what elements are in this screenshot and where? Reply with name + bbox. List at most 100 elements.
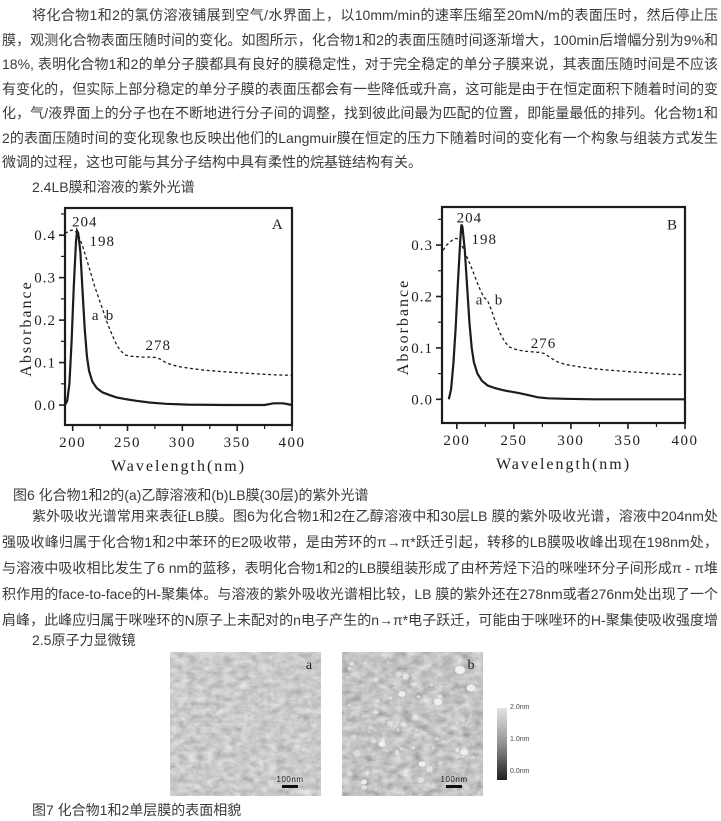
series-a-curve [447, 224, 685, 401]
afm-texture-b [342, 652, 483, 796]
y-axis-title: Absorbance [395, 279, 412, 375]
afm-bright-domain-large [398, 691, 406, 697]
afm-bright-domain [424, 721, 428, 724]
afm-streaks-a [170, 652, 321, 796]
afm-bright-domain [403, 772, 408, 777]
afm-panel-letter-a: a [306, 658, 313, 673]
afm-bright-domain [368, 731, 371, 734]
annotation-A: A [272, 217, 284, 233]
y-tick-label: 0.2 [34, 313, 56, 329]
afm-bright-domain [417, 776, 425, 783]
afm-bright-domain [425, 697, 433, 705]
paragraph-uv-analysis: 紫外吸收光谱常用来表征LB膜。图6为化合物1和2在乙醇溶液中和30层LB 膜的紫… [2, 508, 718, 628]
afm-bright-domain [423, 698, 427, 703]
afm-bright-domain-large [434, 698, 442, 706]
afm-scalebar-a [282, 785, 298, 788]
afm-image-b: b 100nm [342, 652, 483, 796]
afm-bright-domain [448, 777, 452, 780]
afm-bright-domain [386, 720, 393, 727]
afm-bright-domain [350, 734, 357, 739]
afm-bright-domain [442, 741, 445, 744]
y-tick-label: 0.1 [411, 341, 433, 357]
x-tick-label: 200 [443, 433, 470, 449]
section-heading-2-4: 2.4LB膜和溶液的紫外光谱 [32, 179, 195, 195]
annotation-204: 204 [457, 210, 483, 226]
afm-bright-domain [394, 686, 397, 689]
afm-bright-domain [430, 683, 434, 687]
afm-bright-domain [437, 694, 443, 699]
afm-bright-domain [346, 675, 349, 679]
colorbar-label-0nm: 0.0nm [510, 768, 530, 775]
afm-bright-domain [375, 698, 381, 703]
afm-bright-domain [469, 713, 472, 717]
afm-bright-domain [395, 671, 402, 678]
annotation-b: b [106, 308, 115, 324]
y-tick-label: 0.2 [411, 289, 433, 305]
annotation-B: B [667, 218, 678, 234]
annotation-278: 278 [145, 338, 171, 354]
y-tick-label: 0.0 [411, 392, 433, 408]
afm-bright-domain-large [455, 666, 465, 674]
afm-bright-domain-large [378, 741, 386, 747]
afm-bright-domain [454, 754, 461, 759]
colorbar-label-1nm: 1.0nm [510, 736, 530, 743]
afm-scalebar-label-b: 100nm [441, 775, 468, 784]
x-tick-label: 350 [224, 435, 251, 451]
afm-bright-domain [354, 749, 361, 757]
series-a-curve [64, 227, 293, 407]
afm-bright-domain [400, 722, 407, 727]
x-tick-label: 300 [557, 433, 584, 449]
annotation-b: b [495, 293, 504, 309]
afm-bright-domain [450, 725, 455, 730]
x-tick-label: 400 [672, 433, 699, 449]
x-axis-title: Wavelength(nm) [111, 458, 246, 475]
annotation-276: 276 [531, 336, 557, 352]
afm-bright-domain [460, 755, 465, 759]
afm-domains-b [346, 661, 476, 792]
afm-bright-domain [349, 662, 354, 666]
afm-bright-domain [455, 747, 460, 753]
afm-bright-domain [412, 746, 415, 750]
y-axis-title: Absorbance [18, 280, 35, 376]
x-axis-title: Wavelength(nm) [496, 456, 631, 473]
afm-bright-domain [361, 785, 367, 790]
afm-bright-domain [399, 747, 404, 751]
afm-bright-domain [347, 666, 352, 671]
afm-bright-domain [374, 789, 377, 792]
annotation-198: 198 [471, 232, 497, 248]
afm-bright-domain-large [466, 684, 476, 692]
x-tick-label: 300 [169, 435, 196, 451]
afm-bright-domain-large [460, 748, 468, 756]
afm-bright-domain [365, 771, 370, 776]
series-b-curve [442, 237, 686, 376]
colorbar-label-2nm: 2.0nm [510, 704, 530, 711]
y-tick-label: 0.3 [34, 271, 56, 287]
series-b-curve [64, 229, 293, 376]
x-tick-label: 400 [279, 435, 306, 451]
afm-bright-domain [458, 716, 466, 723]
afm-bright-domain [372, 739, 376, 744]
y-tick-label: 0.3 [411, 238, 433, 254]
annotation-204: 204 [72, 215, 98, 231]
afm-bright-domain [410, 682, 417, 687]
plot-frame [63, 206, 294, 427]
afm-bright-domain [402, 673, 410, 680]
afm-bright-domain [388, 696, 393, 700]
afm-bright-domain-large [361, 779, 367, 785]
y-tick-label: 0.0 [34, 398, 56, 414]
section-heading-2-5: 2.5原子力显微镜 [32, 632, 136, 648]
afm-scalebar-label-a: 100nm [277, 775, 304, 784]
y-tick-label: 0.4 [34, 228, 56, 244]
x-tick-label: 350 [614, 433, 641, 449]
afm-bright-domain [426, 766, 433, 773]
afm-scalebar-b [446, 785, 462, 788]
afm-bright-domain [416, 695, 421, 699]
afm-bright-domain [412, 714, 418, 719]
annotation-a: a [92, 308, 100, 324]
uv-spectrum-chart-B: 200 250 300 350 400 0.0 0.1 0.2 0.3 Wavelength(nm… [395, 205, 699, 473]
afm-image-a: a 100nm [170, 652, 321, 796]
afm-bright-domain [434, 737, 440, 741]
uv-spectrum-chart-A: 200 250 300 350 400 0.0 0.1 0.2 0.3 0.4 Wavelength… [18, 206, 306, 475]
afm-bright-domain [403, 768, 409, 774]
